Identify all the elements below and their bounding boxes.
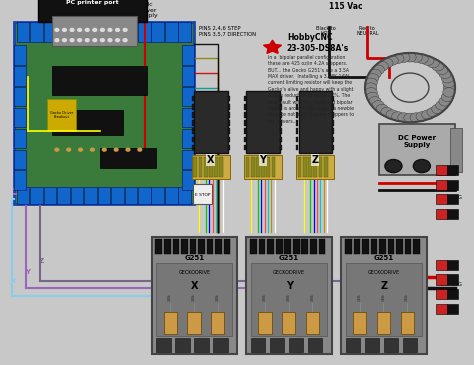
FancyBboxPatch shape bbox=[296, 112, 298, 118]
FancyBboxPatch shape bbox=[192, 145, 194, 150]
Circle shape bbox=[102, 148, 106, 151]
FancyBboxPatch shape bbox=[303, 157, 307, 177]
Circle shape bbox=[85, 39, 89, 42]
FancyBboxPatch shape bbox=[228, 145, 230, 150]
FancyBboxPatch shape bbox=[261, 157, 265, 177]
FancyBboxPatch shape bbox=[332, 145, 334, 150]
FancyBboxPatch shape bbox=[98, 22, 110, 42]
FancyBboxPatch shape bbox=[270, 338, 284, 352]
Text: 3.48k: 3.48k bbox=[263, 293, 267, 301]
FancyBboxPatch shape bbox=[447, 304, 458, 314]
FancyBboxPatch shape bbox=[332, 104, 334, 109]
FancyBboxPatch shape bbox=[182, 45, 194, 65]
Circle shape bbox=[372, 65, 384, 74]
FancyBboxPatch shape bbox=[228, 137, 230, 142]
FancyBboxPatch shape bbox=[379, 124, 455, 175]
FancyBboxPatch shape bbox=[296, 120, 298, 126]
FancyBboxPatch shape bbox=[384, 338, 398, 352]
FancyBboxPatch shape bbox=[228, 104, 230, 109]
Circle shape bbox=[116, 39, 119, 42]
FancyBboxPatch shape bbox=[175, 338, 190, 352]
FancyBboxPatch shape bbox=[298, 157, 301, 177]
Text: 10 AWG: 10 AWG bbox=[440, 282, 462, 287]
FancyBboxPatch shape bbox=[362, 239, 369, 254]
FancyBboxPatch shape bbox=[57, 22, 70, 42]
FancyBboxPatch shape bbox=[310, 239, 317, 254]
FancyBboxPatch shape bbox=[306, 312, 319, 334]
FancyBboxPatch shape bbox=[192, 112, 194, 118]
FancyBboxPatch shape bbox=[365, 338, 379, 352]
FancyBboxPatch shape bbox=[447, 194, 458, 204]
FancyBboxPatch shape bbox=[179, 187, 191, 204]
Circle shape bbox=[410, 53, 422, 62]
FancyBboxPatch shape bbox=[450, 128, 462, 172]
Circle shape bbox=[93, 28, 97, 31]
Circle shape bbox=[55, 39, 59, 42]
Circle shape bbox=[404, 113, 416, 123]
FancyBboxPatch shape bbox=[100, 148, 156, 168]
FancyBboxPatch shape bbox=[44, 187, 56, 204]
FancyBboxPatch shape bbox=[30, 187, 43, 204]
Circle shape bbox=[366, 73, 379, 83]
FancyBboxPatch shape bbox=[296, 137, 298, 142]
FancyBboxPatch shape bbox=[341, 237, 427, 354]
FancyBboxPatch shape bbox=[396, 239, 403, 254]
Circle shape bbox=[410, 113, 422, 122]
FancyBboxPatch shape bbox=[17, 187, 29, 204]
FancyBboxPatch shape bbox=[52, 110, 123, 135]
FancyBboxPatch shape bbox=[207, 239, 213, 254]
Circle shape bbox=[126, 148, 130, 151]
FancyBboxPatch shape bbox=[332, 112, 334, 118]
Circle shape bbox=[55, 148, 59, 151]
Text: G251: G251 bbox=[374, 255, 394, 261]
Circle shape bbox=[416, 112, 428, 121]
FancyBboxPatch shape bbox=[313, 157, 317, 177]
FancyBboxPatch shape bbox=[244, 104, 246, 109]
Circle shape bbox=[366, 92, 379, 102]
FancyBboxPatch shape bbox=[282, 312, 295, 334]
FancyBboxPatch shape bbox=[379, 239, 386, 254]
FancyBboxPatch shape bbox=[192, 137, 194, 142]
FancyBboxPatch shape bbox=[111, 22, 124, 42]
Circle shape bbox=[138, 148, 142, 151]
Circle shape bbox=[108, 39, 112, 42]
FancyBboxPatch shape bbox=[165, 22, 178, 42]
FancyBboxPatch shape bbox=[244, 145, 246, 150]
Circle shape bbox=[416, 54, 428, 64]
Text: 115 Vac: 115 Vac bbox=[329, 2, 363, 11]
Text: Y: Y bbox=[260, 155, 266, 165]
Circle shape bbox=[441, 73, 454, 83]
FancyBboxPatch shape bbox=[138, 22, 151, 42]
Circle shape bbox=[404, 53, 416, 62]
FancyBboxPatch shape bbox=[152, 187, 164, 204]
Circle shape bbox=[422, 56, 434, 65]
Circle shape bbox=[385, 160, 402, 173]
Text: Y: Y bbox=[25, 269, 30, 275]
FancyBboxPatch shape bbox=[250, 239, 257, 254]
FancyBboxPatch shape bbox=[403, 338, 417, 352]
Text: Z: Z bbox=[380, 281, 388, 291]
Circle shape bbox=[376, 61, 388, 71]
Circle shape bbox=[422, 110, 434, 119]
FancyBboxPatch shape bbox=[353, 312, 366, 334]
Circle shape bbox=[386, 110, 398, 119]
FancyBboxPatch shape bbox=[276, 239, 283, 254]
FancyBboxPatch shape bbox=[215, 239, 222, 254]
Circle shape bbox=[413, 160, 430, 173]
Polygon shape bbox=[264, 40, 282, 53]
FancyBboxPatch shape bbox=[308, 338, 322, 352]
Circle shape bbox=[70, 28, 74, 31]
Circle shape bbox=[443, 88, 455, 97]
FancyBboxPatch shape bbox=[354, 239, 360, 254]
Text: X: X bbox=[207, 155, 215, 165]
Circle shape bbox=[432, 104, 444, 114]
FancyBboxPatch shape bbox=[192, 104, 194, 109]
FancyBboxPatch shape bbox=[173, 239, 179, 254]
FancyBboxPatch shape bbox=[246, 237, 332, 354]
Text: GECKODRIVE: GECKODRIVE bbox=[178, 270, 210, 275]
FancyBboxPatch shape bbox=[14, 129, 26, 148]
FancyBboxPatch shape bbox=[209, 157, 213, 177]
Circle shape bbox=[70, 39, 74, 42]
Circle shape bbox=[439, 97, 451, 106]
